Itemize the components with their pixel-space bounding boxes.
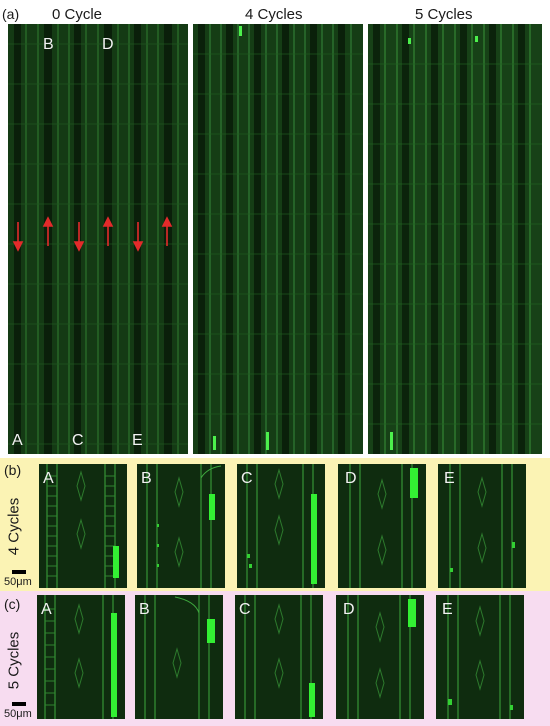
title-5-cycles: 5 Cycles: [415, 6, 473, 23]
micrograph-0-cycle: [8, 24, 188, 454]
title-0-cycle: 0 Cycle: [52, 6, 103, 23]
tile-5cycles-e-label: E: [442, 601, 453, 618]
tile-4cycles-e-label: E: [444, 470, 455, 487]
tile-5cycles-a: [37, 595, 125, 719]
panel-a-label: (a): [2, 6, 20, 22]
tile-5cycles-b-label: B: [139, 601, 150, 618]
tile-4cycles-b: [137, 464, 225, 588]
tile-4cycles-c: [237, 464, 325, 588]
channel-label-a: A: [12, 432, 23, 449]
tile-5cycles-a-label: A: [41, 601, 52, 618]
tile-4cycles-d: [338, 464, 426, 588]
tile-5cycles-d: [336, 595, 424, 719]
panel-c-row-label: 5 Cycles: [5, 631, 23, 690]
tile-4cycles-e: [438, 464, 526, 588]
panel-b-scale-bar: [12, 570, 26, 574]
micrograph-5-cycles: [368, 24, 542, 454]
micrograph-4-cycles: [193, 24, 363, 454]
tile-5cycles-c-label: C: [239, 601, 251, 618]
channel-label-b: B: [43, 36, 54, 53]
channel-label-d: D: [102, 36, 114, 53]
tile-4cycles-d-label: D: [345, 470, 357, 487]
tile-5cycles-e: [436, 595, 524, 719]
channel-label-c: C: [72, 432, 84, 449]
panel-b-label: (b): [4, 462, 22, 478]
tile-5cycles-c: [235, 595, 323, 719]
tile-4cycles-a: [39, 464, 127, 588]
panel-b-scale-label: 50μm: [4, 576, 32, 588]
tile-4cycles-a-label: A: [43, 470, 54, 487]
panel-c-scale-label: 50μm: [4, 708, 32, 720]
tile-5cycles-b: [135, 595, 223, 719]
panel-c-scale-bar: [12, 702, 26, 706]
tile-4cycles-b-label: B: [141, 470, 152, 487]
tile-4cycles-c-label: C: [241, 470, 253, 487]
tile-5cycles-d-label: D: [343, 601, 355, 618]
panel-c-label: (c): [4, 596, 21, 612]
title-4-cycles: 4 Cycles: [245, 6, 303, 23]
channel-label-e: E: [132, 432, 143, 449]
panel-b-row-label: 4 Cycles: [5, 497, 23, 556]
